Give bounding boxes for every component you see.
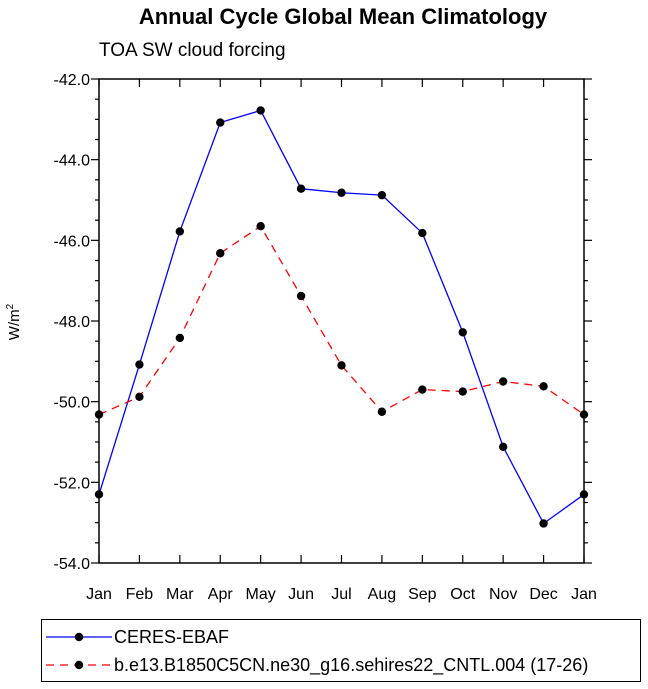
y-tick-labels: -42.0 -44.0 -46.0 -48.0 -50.0 -52.0 -54.0 [54,72,91,573]
x-tick-label: Dec [529,586,557,603]
x-tick-label: Sep [408,586,437,603]
x-tick-label: Mar [166,586,194,603]
data-point [458,328,467,337]
data-point [418,385,427,394]
y-tick-label: -46.0 [54,233,91,250]
data-point [175,333,185,343]
data-point [296,184,306,193]
y-tick-label: -48.0 [54,314,91,331]
data-point [377,190,387,200]
y-tick-label: -50.0 [54,395,91,412]
legend-item-0: CERES-EBAF [42,623,640,651]
line-chart: Jan Feb Mar Apr May Jun Jul Aug Sep Oct Nov Dec Jan … [5,72,597,603]
chart-title: Annual Cycle Global Mean Climatology [138,4,548,29]
x-tick-label: May [246,586,276,603]
data-point [498,377,508,386]
data-point [498,442,508,452]
y-tick-label: -44.0 [54,153,91,170]
y-tick-label: -54.0 [54,556,91,573]
data-point [256,222,265,231]
data-point [135,392,144,402]
legend: CERES-EBAF b.e13.B1850C5CN.ne30_g16.sehi… [41,619,641,682]
data-point [94,410,104,419]
data-point [216,249,225,258]
series-line-0 [98,109,585,525]
y-tick-label: -52.0 [54,475,91,492]
data-point [135,360,144,369]
legend-item-1: b.e13.B1850C5CN.ne30_g16.sehires22_CNTL.… [42,651,640,679]
x-tick-label: Nov [489,586,517,603]
data-point [337,361,346,370]
data-point [256,106,265,115]
x-tick-label: Oct [450,586,475,603]
series-layer [94,106,589,528]
x-tick-label: Aug [368,586,396,603]
legend-label-1: b.e13.B1850C5CN.ne30_g16.sehires22_CNTL.… [114,655,589,675]
plot-frame [98,78,585,564]
x-tick-label: Jul [331,586,351,603]
data-point [175,227,185,236]
x-tick-label: Apr [208,586,234,603]
x-tick-labels: Jan Feb Mar Apr May Jun Jul Aug Sep Oct Nov Dec Jan [86,586,597,603]
legend-swatch-0 [46,632,112,642]
y-axis-label: W/m2 [5,303,23,340]
y-tick-label: -42.0 [54,72,91,89]
data-point [539,519,548,528]
data-point [337,188,346,197]
data-point [539,382,548,391]
legend-swatch-1 [46,660,112,670]
axis-ticks [91,78,592,564]
data-point [296,291,306,301]
x-tick-label: Jan [571,586,597,603]
data-point [377,407,387,416]
chart-subtitle: TOA SW cloud forcing [99,40,286,61]
data-point [579,490,589,499]
data-point [579,410,589,419]
x-tick-label: Jun [288,586,314,603]
data-point [216,118,225,127]
data-point [418,228,427,238]
x-tick-label: Jan [86,586,112,603]
data-point [94,490,104,499]
legend-label-0: CERES-EBAF [114,627,230,647]
series-line-1 [98,225,585,416]
data-point [458,387,467,396]
x-tick-label: Feb [126,586,154,603]
